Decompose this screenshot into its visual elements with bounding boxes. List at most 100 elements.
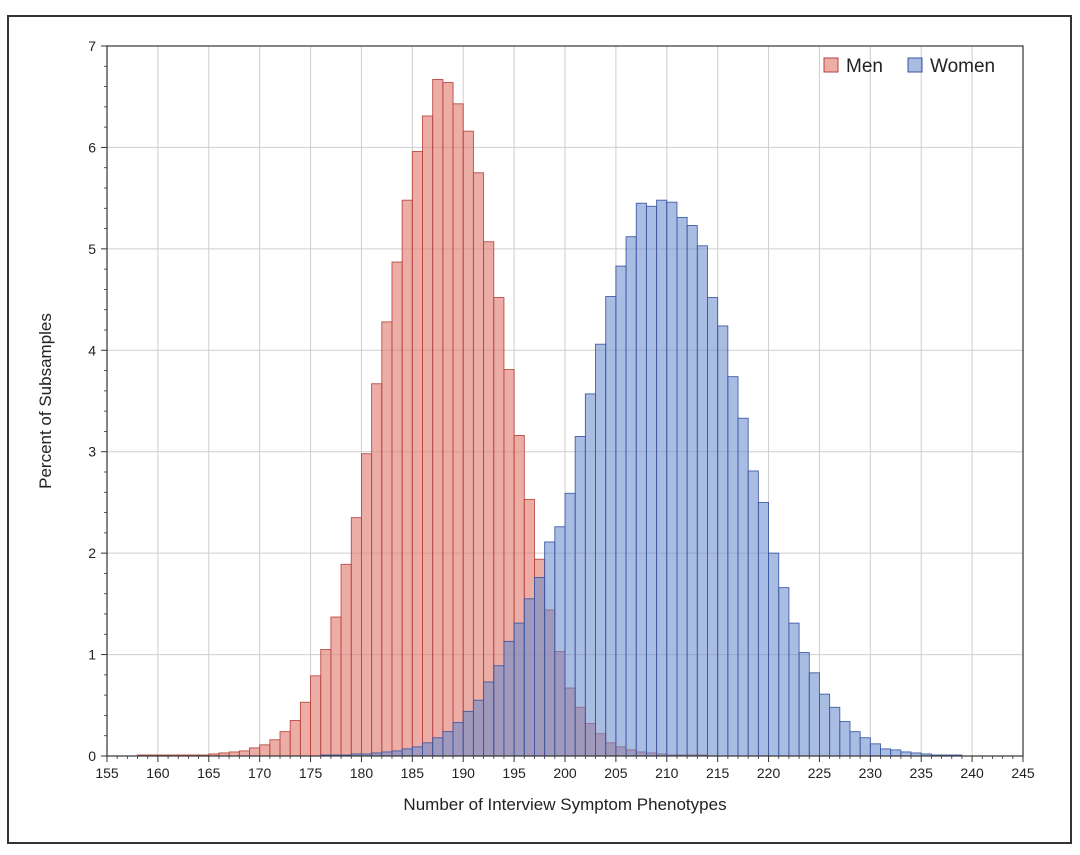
chart-frame: 155 160 165 170 175 180 185 190 195 200 205 210 215 2…: [7, 15, 1072, 844]
women-bar: [676, 216, 688, 757]
women-bar: [788, 622, 800, 757]
women-bar: [483, 681, 495, 757]
women-bar: [869, 743, 881, 757]
women-bar: [757, 501, 770, 757]
women-bar: [584, 393, 596, 757]
x-tick-label: 170: [248, 765, 272, 781]
men-bar: [249, 747, 261, 757]
legend-men-swatch: [823, 57, 839, 73]
women-bar: [411, 746, 423, 757]
x-tick-label: 225: [808, 765, 832, 781]
women-bar: [849, 731, 861, 757]
women-bar: [503, 640, 515, 757]
legend-women-swatch: [907, 57, 923, 73]
tick-labels: 155 160 165 170 175 180 185 190 195 200 205 210 215 2…: [88, 38, 1035, 781]
women-bars: [320, 199, 963, 757]
men-bar: [472, 172, 485, 757]
women-bar: [523, 598, 535, 757]
x-tick-label: 210: [655, 765, 679, 781]
women-bar: [472, 699, 485, 757]
men-bar: [462, 130, 474, 757]
men-bar: [401, 199, 413, 757]
x-tick-label: 215: [706, 765, 730, 781]
women-bar: [686, 225, 698, 757]
men-bar: [350, 517, 362, 757]
x-tick-label: 230: [859, 765, 883, 781]
x-tick-label: 160: [146, 765, 170, 781]
y-axis-title: Percent of Subsamples: [36, 313, 55, 489]
women-bar: [798, 652, 810, 757]
x-tick-label: 245: [1011, 765, 1035, 781]
women-bar: [890, 749, 902, 757]
men-bar: [411, 151, 423, 757]
legend: Men Women: [823, 56, 995, 77]
men-bar: [289, 720, 301, 757]
y-tick-label: 4: [88, 342, 96, 358]
women-bar: [452, 722, 464, 757]
men-bar: [310, 675, 322, 757]
women-bar: [432, 737, 444, 757]
women-bar: [534, 577, 546, 757]
women-bar: [574, 436, 586, 757]
women-bar: [656, 199, 668, 757]
legend-women-label: Women: [930, 56, 995, 77]
women-bar: [818, 693, 831, 757]
men-bar: [422, 115, 434, 757]
men-bar: [360, 453, 373, 757]
women-bar: [747, 470, 759, 757]
women-bar: [544, 541, 556, 757]
x-tick-label: 175: [299, 765, 323, 781]
men-bar: [279, 731, 291, 757]
women-bar: [707, 297, 719, 757]
women-bar: [768, 552, 780, 757]
y-tick-label: 2: [88, 545, 96, 561]
men-bar: [238, 750, 250, 757]
women-bar: [696, 245, 708, 757]
axes: [101, 45, 1024, 762]
women-bar: [422, 742, 434, 757]
y-tick-label: 3: [88, 444, 96, 460]
women-bar: [595, 343, 607, 757]
women-bar: [839, 721, 851, 757]
x-tick-label: 185: [401, 765, 425, 781]
women-bar: [808, 672, 820, 757]
x-tick-label: 200: [553, 765, 577, 781]
women-bar: [605, 296, 617, 757]
men-bar: [299, 701, 312, 757]
y-tick-label: 5: [88, 241, 96, 257]
x-tick-label: 195: [502, 765, 526, 781]
women-bar: [615, 265, 627, 757]
women-bar: [391, 750, 403, 757]
men-bar: [381, 321, 393, 757]
men-bar: [259, 744, 271, 757]
x-tick-label: 190: [452, 765, 476, 781]
men-bar: [452, 103, 464, 757]
x-tick-label: 220: [757, 765, 781, 781]
x-tick-label: 205: [604, 765, 628, 781]
women-bar: [401, 748, 413, 757]
men-bar: [391, 261, 403, 757]
women-bar: [442, 731, 454, 757]
legend-men-label: Men: [846, 56, 883, 77]
women-bar: [645, 205, 658, 757]
men-bar: [371, 383, 383, 757]
men-bar: [269, 739, 281, 757]
x-tick-label: 240: [960, 765, 984, 781]
y-tick-label: 7: [88, 38, 96, 54]
women-bar: [900, 751, 912, 757]
men-bar: [483, 241, 495, 757]
women-bar: [554, 526, 566, 757]
men-bar: [442, 82, 454, 757]
y-tick-label: 0: [88, 748, 96, 764]
women-bar: [829, 706, 841, 757]
women-bar: [666, 201, 678, 757]
x-tick-label: 165: [197, 765, 221, 781]
men-bar: [320, 649, 332, 757]
men-bar: [228, 751, 240, 757]
y-tick-label: 1: [88, 647, 96, 663]
women-bar: [625, 236, 637, 757]
women-bar: [462, 710, 474, 757]
women-bar: [778, 587, 790, 757]
women-bar: [727, 376, 739, 757]
women-bar: [381, 751, 393, 757]
